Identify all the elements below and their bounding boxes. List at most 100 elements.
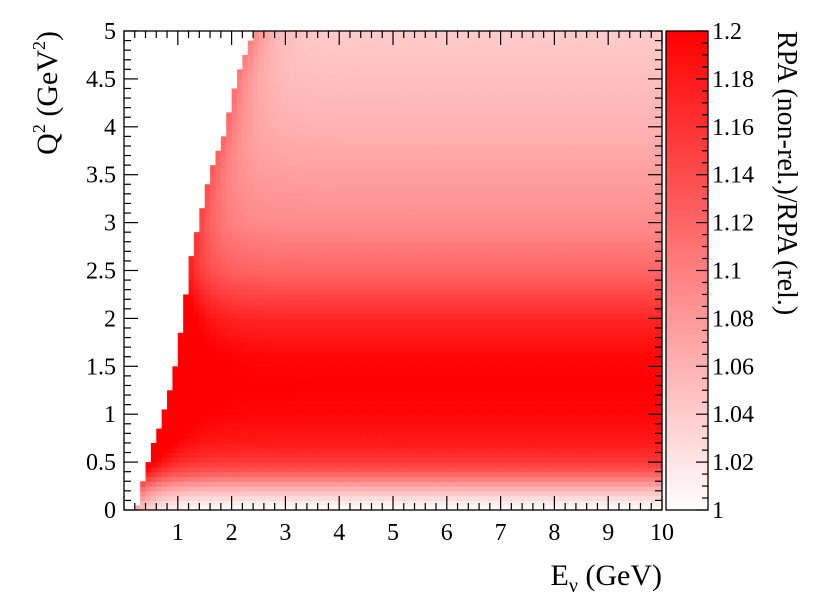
heat-cell	[280, 251, 286, 257]
heat-cell	[193, 342, 200, 348]
heat-cell	[226, 495, 233, 502]
heat-cell	[258, 375, 265, 382]
heat-cell	[484, 304, 491, 310]
heat-cell	[511, 495, 518, 502]
heat-cell	[597, 476, 604, 482]
heat-cell	[296, 327, 303, 334]
heat-cell	[183, 395, 190, 401]
heat-cell	[581, 447, 588, 454]
heat-cell	[263, 299, 270, 305]
heat-cell	[376, 452, 383, 458]
heat-cell	[430, 371, 437, 377]
heat-cell	[430, 500, 437, 506]
heat-cell	[645, 265, 652, 272]
heat-cell	[575, 299, 582, 305]
heat-cell	[193, 447, 200, 454]
heat-cell	[543, 486, 550, 492]
heat-cell	[199, 299, 206, 305]
heat-cell	[349, 323, 356, 329]
heat-cell	[419, 390, 426, 396]
heat-cell	[565, 256, 572, 262]
heat-cell	[355, 500, 362, 506]
heat-cell	[280, 265, 286, 272]
heat-cell	[258, 385, 265, 391]
heat-cell	[188, 347, 195, 353]
heat-cell	[220, 294, 227, 300]
heat-cell	[554, 447, 561, 454]
heat-cell	[640, 466, 647, 473]
heat-cell	[500, 423, 507, 430]
heat-cell	[505, 385, 512, 391]
heatmap-cells	[134, 31, 663, 511]
heat-cell	[414, 318, 421, 324]
heat-cell	[167, 466, 174, 473]
heat-cell	[473, 486, 480, 492]
heat-cell	[328, 471, 335, 478]
heat-cell	[640, 481, 647, 487]
heat-cell	[597, 323, 604, 329]
heat-cell	[479, 351, 486, 358]
heat-cell	[231, 275, 238, 281]
heat-cell	[355, 275, 362, 281]
heat-cell	[484, 327, 491, 334]
heat-cell	[220, 423, 227, 430]
heat-cell	[355, 471, 362, 478]
heat-cell	[328, 442, 335, 449]
heat-cell	[376, 457, 383, 463]
heat-cell	[328, 265, 335, 272]
heat-cell	[538, 294, 545, 300]
heat-cell	[269, 327, 276, 334]
heat-cell	[543, 433, 550, 439]
heat-cell	[285, 342, 292, 348]
heat-cell	[549, 318, 555, 324]
heat-cell	[592, 342, 599, 348]
heat-cell	[505, 251, 512, 257]
heat-cell	[592, 256, 599, 262]
heat-cell	[382, 289, 389, 296]
heat-cell	[349, 442, 356, 449]
heat-cell	[220, 395, 227, 401]
heat-cell	[306, 462, 313, 468]
heat-cell	[565, 294, 572, 300]
heat-cell	[608, 380, 615, 387]
heat-cell	[565, 471, 572, 478]
heat-cell	[280, 466, 286, 473]
heat-cell	[177, 337, 184, 343]
heat-cell	[511, 476, 518, 482]
heat-cell	[613, 260, 620, 267]
heat-cell	[317, 299, 324, 305]
heat-cell	[263, 466, 270, 473]
heat-cell	[656, 423, 663, 430]
heat-cell	[242, 423, 249, 430]
heat-cell	[414, 260, 421, 267]
heat-cell	[505, 323, 512, 329]
heat-cell	[559, 256, 566, 262]
heat-cell	[484, 284, 491, 291]
heat-cell	[419, 395, 426, 401]
heat-cell	[177, 361, 184, 367]
heat-cell	[242, 390, 249, 396]
heat-cell	[376, 294, 383, 300]
heat-cell	[457, 280, 464, 286]
heat-cell	[527, 428, 534, 434]
heat-cell	[414, 313, 421, 319]
heat-cell	[559, 462, 566, 468]
heat-cell	[274, 409, 281, 415]
heat-cell	[586, 260, 593, 267]
heat-cell	[549, 294, 555, 300]
heat-cell	[403, 481, 410, 487]
heat-cell	[468, 380, 475, 387]
heat-cell	[387, 395, 394, 401]
heat-cell	[635, 366, 642, 372]
heat-cell	[613, 505, 620, 511]
heat-cell	[527, 490, 534, 497]
heat-cell	[296, 428, 303, 434]
heat-cell	[285, 351, 292, 358]
heat-cell	[656, 385, 663, 391]
heat-cell	[457, 284, 464, 291]
heat-cell	[500, 351, 507, 358]
heat-cell	[204, 304, 211, 310]
heat-cell	[366, 404, 373, 411]
heat-cell	[425, 289, 432, 296]
heat-cell	[457, 299, 464, 305]
